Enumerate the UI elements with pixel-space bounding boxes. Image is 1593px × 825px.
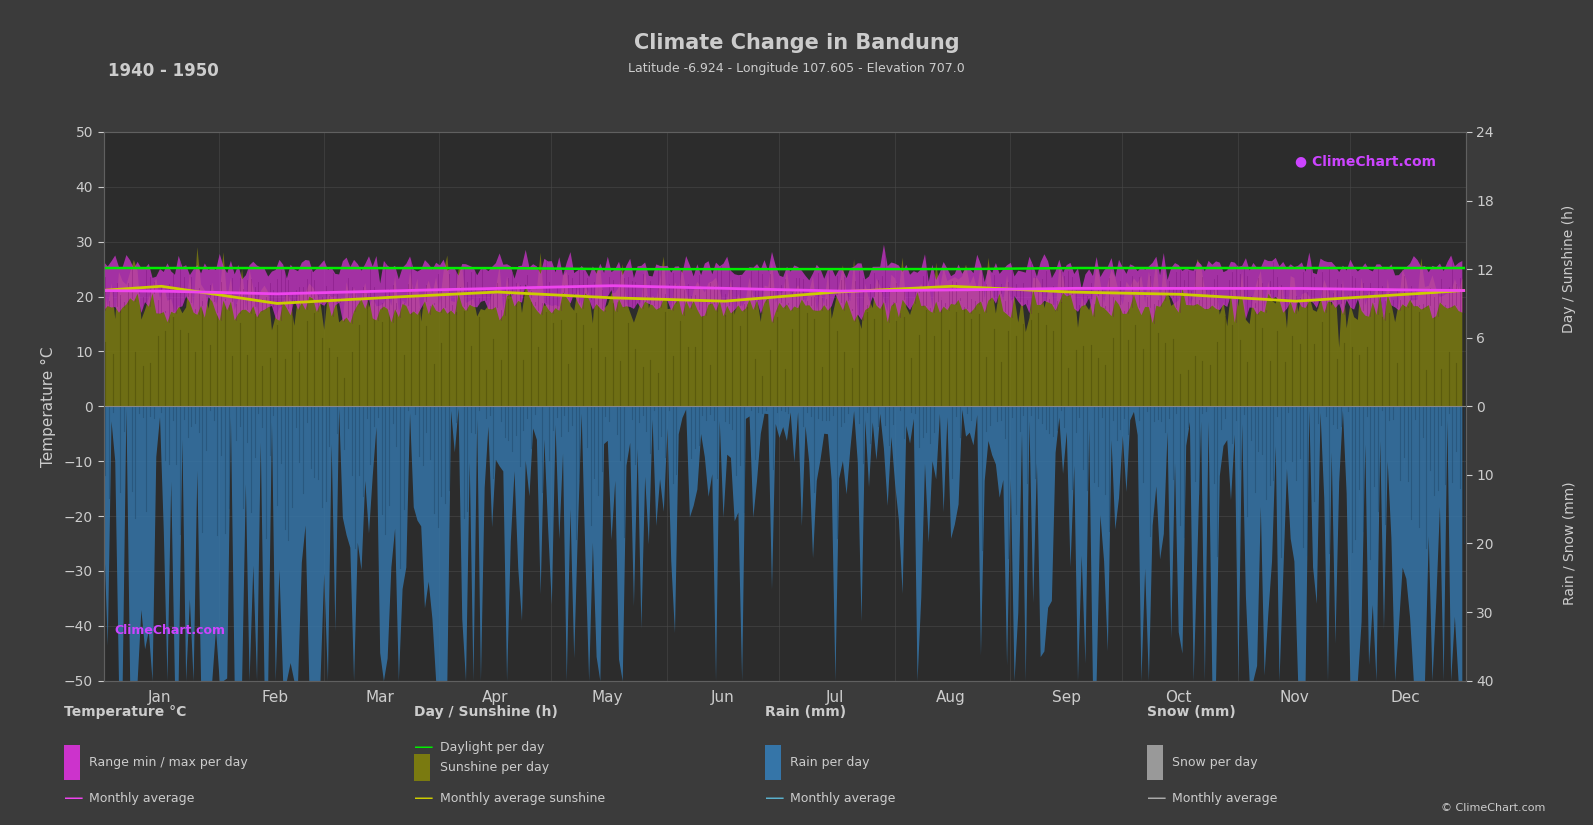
- Text: Daylight per day: Daylight per day: [440, 741, 545, 754]
- Text: —: —: [1147, 789, 1166, 808]
- Text: Monthly average: Monthly average: [1172, 792, 1278, 805]
- Text: Monthly average: Monthly average: [790, 792, 895, 805]
- Text: Temperature °C: Temperature °C: [64, 705, 186, 719]
- Text: ClimeChart.com: ClimeChart.com: [115, 624, 226, 637]
- Text: Day / Sunshine (h): Day / Sunshine (h): [1563, 205, 1575, 333]
- Text: Rain per day: Rain per day: [790, 756, 870, 769]
- Text: Rain (mm): Rain (mm): [765, 705, 846, 719]
- Text: 1940 - 1950: 1940 - 1950: [108, 62, 220, 80]
- Text: Snow (mm): Snow (mm): [1147, 705, 1236, 719]
- Y-axis label: Temperature °C: Temperature °C: [40, 346, 56, 467]
- Text: Latitude -6.924 - Longitude 107.605 - Elevation 707.0: Latitude -6.924 - Longitude 107.605 - El…: [628, 62, 965, 75]
- Text: —: —: [414, 738, 433, 757]
- Text: Sunshine per day: Sunshine per day: [440, 761, 550, 774]
- Text: —: —: [765, 789, 784, 808]
- Text: Rain / Snow (mm): Rain / Snow (mm): [1563, 482, 1575, 606]
- Text: Day / Sunshine (h): Day / Sunshine (h): [414, 705, 558, 719]
- Text: Monthly average: Monthly average: [89, 792, 194, 805]
- Text: Snow per day: Snow per day: [1172, 756, 1258, 769]
- Text: ● ClimeChart.com: ● ClimeChart.com: [1295, 154, 1435, 168]
- Text: —: —: [64, 789, 83, 808]
- Text: Monthly average sunshine: Monthly average sunshine: [440, 792, 605, 805]
- Text: —: —: [414, 789, 433, 808]
- Text: Range min / max per day: Range min / max per day: [89, 756, 249, 769]
- Text: Climate Change in Bandung: Climate Change in Bandung: [634, 33, 959, 53]
- Text: © ClimeChart.com: © ClimeChart.com: [1440, 803, 1545, 813]
